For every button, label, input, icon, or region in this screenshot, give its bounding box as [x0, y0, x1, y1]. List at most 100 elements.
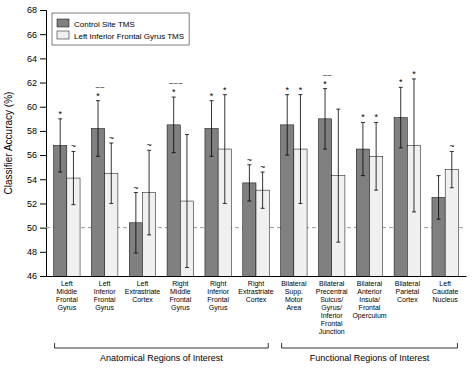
y-tick-mark: [40, 155, 46, 156]
error-bar-cap: [109, 203, 113, 204]
annotation: ~: [146, 140, 151, 150]
error-bar-cap: [71, 204, 75, 205]
x-tick-label-line: Extrastriate: [125, 288, 161, 295]
error-bar: [210, 101, 214, 157]
y-tick: 50: [27, 223, 46, 233]
y-tick-mark: [40, 228, 46, 229]
y-tick-mark: [40, 34, 46, 35]
y-tick-label: 58: [27, 126, 37, 136]
y-tick-label: 52: [27, 199, 37, 209]
x-tick-label-line: Gyrus: [209, 304, 228, 312]
error-bar-cap: [185, 134, 189, 135]
y-tick-label: 48: [27, 247, 37, 257]
annotation: *: [172, 87, 176, 97]
y-tick-mark: [40, 83, 46, 84]
x-tick-label-line: Extrastriate: [238, 288, 274, 295]
y-tick-label: 54: [27, 175, 37, 185]
error-bar-cap: [96, 156, 100, 157]
error-bar-stem: [60, 119, 61, 172]
error-bar-stem: [135, 193, 136, 253]
error-bar: [298, 95, 302, 204]
x-tick-label-line: Frontal: [56, 296, 78, 303]
x-tick-label-line: Motor: [285, 296, 304, 303]
x-tick-label: LeftExtrastriateCortex: [125, 280, 161, 303]
x-tick-label-line: Supp.: [285, 288, 303, 296]
error-bar-stem: [262, 172, 263, 208]
error-bar-cap: [134, 253, 138, 254]
y-tick-mark: [40, 252, 46, 253]
x-tick-label-line: Nucleus: [433, 296, 459, 303]
x-tick-label-line: Precentral: [316, 288, 348, 295]
x-tick-label: RightMiddleFrontalGyrus: [169, 280, 191, 312]
x-tick-label-line: Cortex: [246, 296, 267, 303]
x-tick-label-line: Inferior: [207, 288, 229, 295]
x-tick: BilateralPrecentralSulcus/Gyrus/Inferior…: [316, 276, 348, 335]
annotation: *: [223, 85, 227, 95]
annotation: ~~: [95, 83, 105, 92]
x-tick-label-line: Gyrus/: [321, 304, 342, 312]
annotation: *: [210, 91, 214, 101]
error-bar-stem: [249, 165, 250, 201]
error-bar: [185, 135, 189, 268]
y-tick: 60: [27, 102, 46, 112]
error-bar-cap: [374, 190, 378, 191]
x-tick: BilateralAnteriorInsula/FrontalOperculum: [352, 276, 386, 320]
group-bracket: Functional Regions of Interest: [282, 343, 458, 363]
y-tick-label: 56: [27, 150, 37, 160]
error-bar-stem: [376, 122, 377, 190]
y-tick: 54: [27, 175, 46, 185]
y-tick: 52: [27, 199, 46, 209]
error-bar-cap: [298, 203, 302, 204]
y-tick-label: 50: [27, 223, 37, 233]
annotation: *: [323, 79, 327, 89]
bracket-label: Anatomical Regions of Interest: [100, 353, 223, 363]
x-tick-label-line: Cortex: [397, 296, 418, 303]
bar-series: [54, 87, 446, 276]
annotation: ~: [109, 133, 114, 143]
x-tick-label: RightExtrastriateCortex: [238, 280, 274, 303]
error-bar-stem: [287, 95, 288, 155]
error-bar-stem: [300, 95, 301, 204]
error-bar-stem: [451, 151, 452, 187]
error-bar-cap: [399, 147, 403, 148]
error-bar-cap: [285, 155, 289, 156]
y-axis-line: [40, 11, 47, 277]
x-tick: LeftCaudateNucleus: [432, 276, 459, 303]
x-tick-label-line: Left: [99, 280, 111, 287]
x-tick-label-line: Left: [61, 280, 73, 287]
x-tick-label-line: Junction: [319, 328, 345, 335]
error-bar-cap: [336, 109, 340, 110]
error-bar-stem: [325, 89, 326, 149]
error-bar: [134, 193, 138, 253]
x-tick-label-line: Bilateral: [319, 280, 345, 287]
error-bar: [71, 151, 75, 204]
annotation: *: [399, 77, 403, 87]
annotation: *: [412, 69, 416, 79]
y-tick: 64: [27, 54, 46, 64]
annotation: *: [96, 91, 100, 101]
y-tick: 58: [27, 126, 46, 136]
legend-label: Left Inferior Frontal Gyrus TMS: [74, 32, 184, 41]
x-tick: RightInferiorFrontalGyrus: [207, 276, 229, 312]
legend-label: Control Site TMS: [74, 20, 135, 29]
y-tick-mark: [40, 276, 46, 277]
annotation: *: [299, 85, 303, 95]
error-bar-cap: [336, 242, 340, 243]
error-bar: [336, 109, 340, 242]
x-tick-label-line: Frontal: [169, 296, 191, 303]
y-axis: 464850525456586062646668: [27, 5, 47, 281]
x-tick-label-line: Operculum: [352, 312, 386, 320]
x-tick: LeftInferiorFrontalGyrus: [94, 276, 116, 312]
error-bar-stem: [149, 150, 150, 235]
y-tick-mark: [40, 179, 46, 180]
x-tick: RightExtrastriateCortex: [238, 276, 274, 303]
x-tick-label-line: Sulcus/: [320, 296, 343, 303]
x-tick-label-line: Frontal: [359, 304, 381, 311]
error-bar-cap: [58, 172, 62, 173]
chart: 464850525456586062646668LeftMiddleFronta…: [0, 0, 474, 376]
y-tick-mark: [40, 203, 46, 204]
annotation: ~: [247, 155, 252, 165]
x-tick-label-line: Frontal: [94, 296, 116, 303]
error-bar: [172, 97, 176, 153]
y-tick-mark: [40, 107, 46, 108]
